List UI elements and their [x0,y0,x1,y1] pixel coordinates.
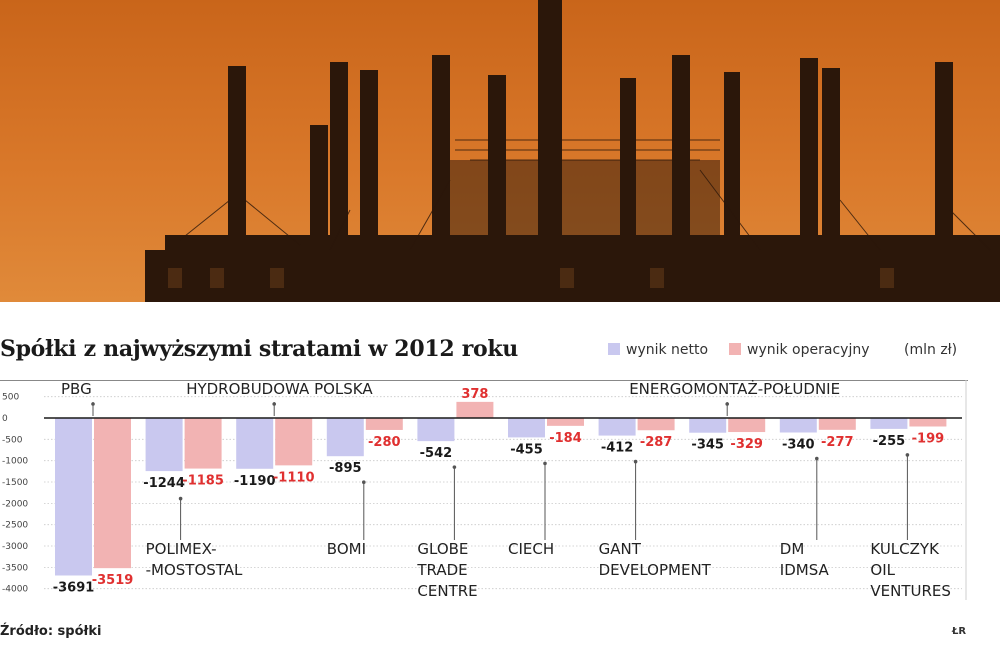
legend-label-netto: wynik netto [626,342,709,358]
data-label-netto: -455 [510,442,543,457]
bar-netto [326,418,364,457]
category-pin-dot [543,461,547,466]
data-label-netto: -542 [420,446,453,461]
bar-netto [145,418,183,472]
category-pin-dot [452,465,457,469]
y-tick-label: -1500 [2,478,28,488]
category-label: OIL [870,561,895,579]
bar-netto [598,418,636,436]
bar-operacyjny [275,418,313,466]
y-tick-label: -2000 [2,499,28,509]
category-pin-dot [633,459,638,464]
bar-operacyjny [365,418,403,430]
bar-operacyjny [547,418,584,426]
category-pin-dot [725,402,729,406]
construction-site-photo [0,0,1000,302]
legend-netto: wynik netto [608,342,708,358]
category-label: -MOSTOSTAL [146,561,243,579]
category-pin-dot [905,453,910,457]
category-label: BOMI [327,540,366,558]
category-label: CIECH [508,540,554,558]
category-pin-dot [815,456,819,461]
category-label: HYDROBUDOWA POLSKA [186,380,373,398]
data-label-netto: -1190 [234,474,276,489]
data-label-netto: -255 [873,434,906,449]
category-label: ENERGOMONTAŻ-POŁUDNIE [629,380,840,398]
legend-label-operacyjny: wynik operacyjny [747,342,870,358]
legend-swatch-operacyjny [729,343,741,355]
category-label: PBG [61,380,92,398]
data-label-netto: -3691 [53,580,95,595]
category-pin-dot [178,496,183,501]
data-label-netto: -895 [329,461,362,476]
category-label: KULCZYK [870,540,940,558]
data-label-operacyjny: -287 [640,435,673,450]
y-tick-label: -2500 [2,521,28,531]
bar-operacyjny [728,418,766,433]
data-label-operacyjny: -3519 [92,573,134,588]
bar-operacyjny [637,418,675,431]
y-tick-label: -3500 [2,563,28,573]
y-tick-label: -3000 [2,542,28,552]
bar-operacyjny [909,418,947,427]
data-label-operacyjny: -184 [549,431,582,446]
y-tick-label: 0 [2,414,8,424]
data-label-netto: -345 [691,438,724,453]
bar-netto [870,418,908,429]
y-tick-label: -1000 [2,457,28,467]
y-tick-label: 500 [2,393,19,403]
data-label-operacyjny: -199 [912,431,945,446]
category-label: TRADE [416,561,467,579]
data-label-operacyjny: -277 [821,435,854,450]
author-credit: ŁR [952,626,967,637]
data-label-netto: -340 [782,438,815,453]
data-label-operacyjny: -1185 [182,474,224,489]
bar-chart: 500 0 -500 -1000 -1500 -2000 -2500 -3000 -3500 -4… [0,380,968,600]
unit-label: (mln zł) [904,342,958,358]
y-tick-label: -4000 [2,585,28,595]
bar-netto [236,418,274,469]
chart-panel [0,302,1000,655]
category-pin-dot [362,480,366,484]
category-label: IDMSA [780,561,830,579]
category-label: VENTURES [870,582,951,600]
data-label-netto: -412 [601,441,634,456]
category-label: GLOBE [417,540,468,558]
legend-swatch-netto [608,343,620,355]
category-pin-dot [91,402,95,406]
data-label-operacyjny: 378 [461,387,488,402]
category-pin-dot [272,402,277,406]
data-label-operacyjny: -280 [368,435,401,450]
bar-operacyjny [818,418,856,430]
data-label-operacyjny: -1110 [273,470,315,485]
data-label-operacyjny: -329 [730,437,763,452]
category-label: DEVELOPMENT [599,561,712,579]
bar-operacyjny [184,418,222,469]
bar-operacyjny [456,401,494,418]
y-tick-label: -500 [2,435,23,445]
category-label: CENTRE [417,582,477,600]
chart-title: Spółki z najwyższymi stratami w 2012 rok… [0,336,518,362]
category-label: POLIMEX- [146,540,217,558]
bar-operacyjny [94,418,131,569]
category-label: DM [780,540,805,558]
bar-netto [779,418,817,433]
source-note: Źródło: spółki [0,624,102,639]
bar-netto [508,418,545,438]
bar-netto [417,418,455,442]
bar-netto [689,418,727,433]
category-label: GANT [599,540,642,558]
data-label-netto: -1244 [143,476,185,491]
legend-operacyjny: wynik operacyjny [729,342,870,358]
bar-netto [55,418,92,576]
